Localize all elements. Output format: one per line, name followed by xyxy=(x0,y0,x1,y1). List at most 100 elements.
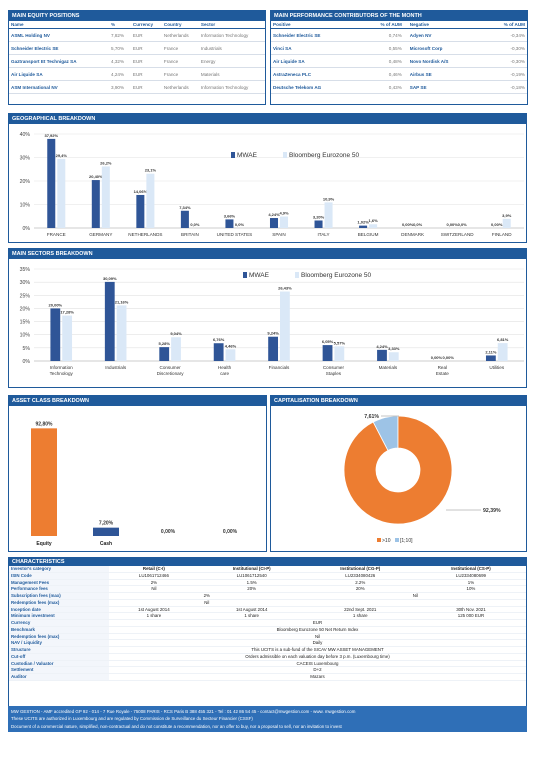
data-label: 0,0% xyxy=(190,222,200,227)
data-label: 92,39% xyxy=(483,508,501,514)
data-label: 5,57% xyxy=(334,340,346,345)
table-cell: Nil xyxy=(109,585,199,593)
legend-label: >10 xyxy=(382,538,391,544)
data-label: 37,92% xyxy=(44,133,58,138)
data-label: 3,66% xyxy=(224,213,236,218)
table-cell: France xyxy=(161,41,199,55)
table-cell: 0,55% xyxy=(360,41,404,55)
table-row: Management Fees 2% 1.5% 2.2% 1% xyxy=(9,579,526,587)
bar xyxy=(159,347,170,361)
table-cell: Institutional (CG-P) xyxy=(304,566,416,573)
x-tick-label: Cash xyxy=(100,541,112,547)
bar xyxy=(116,305,127,361)
bar xyxy=(93,527,119,536)
table-cell: Schneider Electric SE xyxy=(271,28,361,42)
table-cell: This UCITS is a sub-fund of the SICAV MW… xyxy=(109,646,526,654)
table-cell: Airbus SE xyxy=(403,67,484,81)
footer: MW GESTION - AMF accredited GP 92 - 014 … xyxy=(8,706,527,732)
x-tick-label: Industrials xyxy=(105,365,127,370)
legend-swatch xyxy=(377,538,381,542)
table-cell: 3,90% xyxy=(109,80,131,94)
asset-chart: 92,80% Equity 7,20% Cash 0,00% 0,00% xyxy=(31,421,238,547)
table-cell: 22nd Sept. 2021 xyxy=(304,606,416,614)
table-cell: 5,70% xyxy=(109,41,131,55)
col-country: Country xyxy=(161,21,199,29)
table-cell: Materials xyxy=(198,67,265,81)
row-label: Redemption fees (max) xyxy=(9,633,109,641)
table-cell: 0,74% xyxy=(360,28,404,42)
data-label: 4,9% xyxy=(279,210,289,215)
table-cell: 4,32% xyxy=(109,54,131,68)
table-row: Performance fees Nil 20% 20% 10% xyxy=(9,585,526,593)
bar xyxy=(485,355,496,361)
col-sector: Sector xyxy=(198,21,265,29)
x-tick-label: GERMANY xyxy=(89,232,112,237)
table-cell: LU1061712540 xyxy=(198,572,305,580)
data-label: 20,40% xyxy=(89,174,103,179)
y-tick-label: 15% xyxy=(20,320,31,326)
table-cell: 4,24% xyxy=(109,67,131,81)
bar xyxy=(146,173,155,228)
table-cell: 1 share xyxy=(109,612,199,620)
bar xyxy=(31,428,57,536)
asset-panel: ASSET CLASS BREAKDOWN 92,80% Equity 7,20% C… xyxy=(8,395,267,552)
table-row: Currency EUR xyxy=(9,619,526,627)
table-cell: 0,48% xyxy=(360,54,404,68)
bar xyxy=(180,210,189,228)
col-positive: Positive xyxy=(271,21,361,29)
table-row: Schneider Electric SE 5,70% EUR France Indus… xyxy=(9,41,265,55)
table-cell: EUR xyxy=(109,619,526,627)
bar xyxy=(225,349,236,361)
footer-line-3: Document of a commercial nature, simplif… xyxy=(11,723,342,729)
legend-label: MWAE xyxy=(249,272,270,279)
x-tick-label: FINLAND xyxy=(492,232,512,237)
table-cell: Air Liquide SA xyxy=(9,67,109,81)
x-tick-label: SWITZERLAND xyxy=(441,232,475,237)
col-currency: Currency xyxy=(130,21,162,29)
row-label: Settlement xyxy=(9,666,109,674)
legend-swatch xyxy=(243,272,247,278)
table-row: Air Liquide SA 4,24% EUR France Materials xyxy=(9,67,265,81)
table-row: Benchmark Bloomberg Eurozone 50 Net Retur… xyxy=(9,626,526,634)
data-label: 3,20% xyxy=(313,214,325,219)
equity-positions-title: MAIN EQUITY POSITIONS xyxy=(9,11,265,21)
pie-slice xyxy=(343,415,453,525)
data-label: 0,00% xyxy=(447,222,459,227)
table-row: Cut-off Orders admissible on each valuati… xyxy=(9,653,526,661)
y-tick-label: 30% xyxy=(20,156,31,162)
footer-line-1: MW GESTION - AMF accredited GP 92 - 014 … xyxy=(11,709,356,714)
table-row: Settlement D+2 xyxy=(9,666,526,674)
x-tick-label: Information xyxy=(50,365,73,370)
y-tick-label: 25% xyxy=(20,293,31,299)
x-tick-label: Health xyxy=(218,365,232,370)
geo-panel: GEOGRAPHICAL BREAKDOWN 0% 10% 20% 30% 40% 37,… xyxy=(8,113,527,243)
col-name: Name xyxy=(9,21,109,29)
table-cell: 1st August 2014 xyxy=(198,606,305,614)
row-label: ISIN Code xyxy=(9,572,109,580)
x-tick-label: Materials xyxy=(379,365,398,370)
table-cell: France xyxy=(161,67,199,81)
table-cell: ASML Holding NV xyxy=(9,28,109,42)
x-tick-label: BELGIUM xyxy=(358,232,379,237)
footer-line-2: These UCITS are authorized in Luxembourg… xyxy=(11,716,253,722)
y-tick-label: 10% xyxy=(20,333,31,339)
table-cell: 1% xyxy=(415,579,526,587)
data-label: 26,2% xyxy=(100,160,112,165)
data-label: 9,24% xyxy=(267,331,279,336)
sectors-panel: MAIN SECTORS BREAKDOWN 0% 5% 10% 15% 20% 25% 3… xyxy=(8,248,527,388)
table-cell: CACEIS Luxembourg xyxy=(109,660,526,668)
table-cell: LU2334080699 xyxy=(415,572,526,580)
table-cell: 1 share xyxy=(198,612,305,620)
table-row: Inception date 1st August 2014 1st August … xyxy=(9,606,526,614)
data-label: 29,4% xyxy=(56,153,68,158)
cap-chart: 92,39% 7,61% >10 [1;10] xyxy=(343,414,501,544)
x-tick-label: DENMARK xyxy=(401,232,425,237)
row-label: Management Fees xyxy=(9,579,109,587)
table-cell: -0,30% xyxy=(483,54,527,68)
y-tick-label: 40% xyxy=(20,132,31,138)
legend-swatch xyxy=(295,272,299,278)
data-label: 23,1% xyxy=(145,168,157,173)
bar xyxy=(322,345,333,361)
table-cell: Nil xyxy=(304,592,526,600)
table-row: Investor's category Retail (C-I) Instituti… xyxy=(9,566,526,573)
